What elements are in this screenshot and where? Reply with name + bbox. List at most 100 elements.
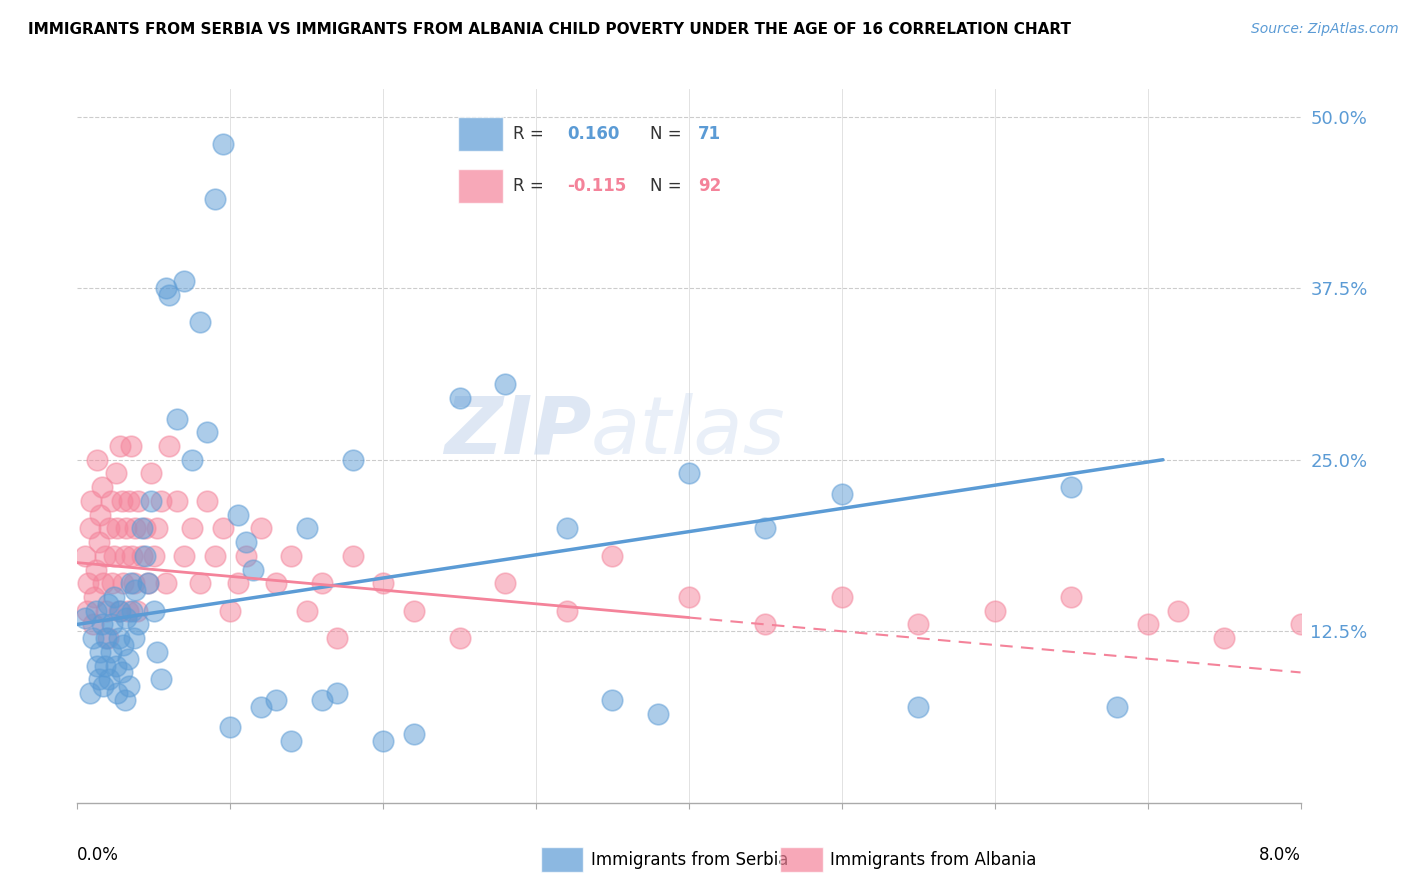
Point [124,521,146,535]
Point [97,597,120,611]
Point [678,467,700,481]
Point [86,658,108,673]
Point [131,521,153,535]
Point [98,521,121,535]
Point [907,699,929,714]
Point [146,521,169,535]
Point [984,604,1007,618]
Point [326,631,349,645]
Point [107,604,129,618]
Point [754,521,776,535]
Text: atlas: atlas [591,392,786,471]
Point [94,549,117,563]
Point [146,645,169,659]
Point [98,673,121,687]
Point [1167,604,1189,618]
Point [188,576,211,591]
Point [495,377,517,392]
Point [311,576,333,591]
Text: IMMIGRANTS FROM SERBIA VS IMMIGRANTS FROM ALBANIA CHILD POVERTY UNDER THE AGE OF: IMMIGRANTS FROM SERBIA VS IMMIGRANTS FRO… [28,22,1071,37]
Point [311,693,333,707]
Point [150,494,173,508]
Point [204,549,226,563]
Point [122,631,145,645]
Point [831,487,853,501]
Point [83,590,105,604]
Point [87,673,110,687]
Point [101,576,124,591]
Point [602,693,624,707]
Point [907,617,929,632]
Point [134,549,156,563]
Point [1060,590,1083,604]
Point [80,494,103,508]
Point [181,452,204,467]
Point [76,604,98,618]
Point [188,316,211,330]
Point [235,535,257,549]
Point [173,549,195,563]
Point [91,576,114,591]
Point [142,549,165,563]
Point [166,411,188,425]
Point [449,391,471,405]
Point [115,610,138,624]
Point [90,480,112,494]
Point [117,651,139,665]
Text: Immigrants from Albania: Immigrants from Albania [830,851,1036,869]
Point [118,679,141,693]
Point [105,686,128,700]
Point [195,494,218,508]
Point [97,631,120,645]
Point [219,604,242,618]
Point [155,576,177,591]
Point [754,617,776,632]
Point [678,590,700,604]
Point [139,494,162,508]
Point [295,604,318,618]
Point [211,521,233,535]
Point [326,686,349,700]
Point [89,645,111,659]
Point [82,617,104,632]
Point [104,658,127,673]
Point [114,549,136,563]
Point [402,604,425,618]
Point [166,494,188,508]
Point [79,521,101,535]
Point [495,576,517,591]
Point [112,638,135,652]
Point [79,686,101,700]
Point [342,549,364,563]
Point [280,549,302,563]
Point [121,549,143,563]
Text: 8.0%: 8.0% [1258,846,1301,863]
Point [108,604,131,618]
Point [117,604,139,618]
Point [108,439,131,453]
Point [96,631,118,645]
Point [90,617,112,632]
Point [155,281,177,295]
Point [107,631,129,645]
Point [295,521,318,535]
Point [82,631,104,645]
Point [219,720,242,734]
Point [226,576,249,591]
Point [157,288,180,302]
Point [647,706,669,721]
Point [555,604,578,618]
Point [128,617,150,632]
Point [121,604,143,618]
Point [89,508,111,522]
Point [120,439,142,453]
Point [1289,617,1312,632]
Point [103,590,125,604]
Point [195,425,218,440]
Point [139,467,162,481]
Point [104,467,127,481]
Point [128,494,150,508]
Point [111,494,134,508]
Point [142,604,165,618]
Point [115,521,138,535]
